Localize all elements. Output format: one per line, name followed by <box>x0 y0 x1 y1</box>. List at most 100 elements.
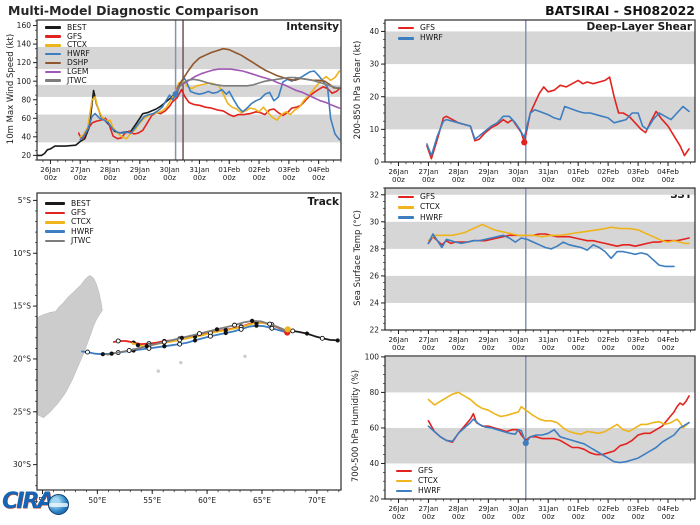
island <box>243 354 247 358</box>
x-tick-date: 04Feb <box>657 167 679 176</box>
track-fix-00z <box>304 331 310 336</box>
legend-swatch-BEST <box>45 26 61 29</box>
x-tick-hour: 00z <box>542 343 555 352</box>
rh-series-HWRF <box>427 418 690 464</box>
x-tick-date: 28Jan <box>448 335 468 344</box>
legend-label: GFS <box>67 31 82 41</box>
x-tick-hour: 00z <box>482 175 495 184</box>
track-fix-12z <box>232 322 237 328</box>
intensity-series-LGEM <box>176 68 341 109</box>
x-tick-date: 28Jan <box>448 167 468 176</box>
plot-border <box>384 187 696 331</box>
lat-tick-label: 5°S <box>18 196 32 205</box>
x-tick-hour: 00z <box>632 512 645 521</box>
y-tick-label: 100 <box>365 352 380 361</box>
track-series-JTWC <box>106 320 289 356</box>
intensity-plot: 2040608010012014016026Jan00z27Jan00z28Ja… <box>17 19 342 182</box>
y-tick-label: 80 <box>21 95 31 104</box>
highlight-dot <box>172 91 179 98</box>
x-tick-date: 26Jan <box>40 165 60 174</box>
shaded-band <box>37 46 341 70</box>
x-tick-date: 30Jan <box>508 335 528 344</box>
legend-swatch-HWRF <box>398 216 414 219</box>
y-tick-label: 80 <box>369 388 379 397</box>
y-tick-label: 40 <box>369 459 379 468</box>
lat-tick-label: 10°S <box>13 249 31 258</box>
x-tick-hour: 00z <box>512 343 525 352</box>
sst-ylabel: Sea Surface Temp (°C) <box>353 210 363 306</box>
y-tick-label: 22 <box>369 326 379 335</box>
x-tick-hour: 00z <box>193 173 206 182</box>
x-tick-hour: 00z <box>632 343 645 352</box>
shaded-band <box>385 96 695 130</box>
track-fix-00z <box>179 335 184 340</box>
rh-series-CTCX <box>427 391 690 435</box>
x-tick-date: 29Jan <box>130 165 150 174</box>
track-fix-00z <box>223 330 228 336</box>
shear-series-HWRF <box>426 105 690 157</box>
shear-panel-title: Deep-Layer Shear <box>586 21 692 33</box>
x-tick-hour: 00z <box>662 175 675 184</box>
x-tick-date: 31Jan <box>538 335 558 344</box>
legend-swatch-HWRF <box>398 36 414 40</box>
x-tick-hour: 00z <box>452 512 465 521</box>
y-tick-label: 32 <box>369 190 379 199</box>
shear-legend: GFS HWRF <box>398 23 443 43</box>
legend-swatch-BEST <box>45 202 65 205</box>
highlight-dot <box>284 326 291 333</box>
legend-swatch-DSHP <box>45 61 61 65</box>
intensity-panel-title: Intensity <box>286 21 339 33</box>
cira-logo: CIRA <box>2 488 70 515</box>
y-tick-label: 20 <box>369 495 379 504</box>
legend-swatch-LGEM <box>45 70 61 74</box>
legend-item-CTCX: CTCX <box>398 202 443 212</box>
intensity-legend: BEST GFS CTCX HWRF DSHP LGEM JTWC <box>45 23 90 85</box>
x-tick-hour: 00z <box>512 512 525 521</box>
legend-label: HWRF <box>71 226 94 236</box>
x-tick-date: 30Jan <box>508 504 528 513</box>
legend-label: DSHP <box>67 58 88 68</box>
legend-swatch-JTWC <box>45 239 65 243</box>
x-tick-date: 03Feb <box>627 335 649 344</box>
track-fix-12z <box>196 331 202 337</box>
track-fix-00z <box>144 344 149 349</box>
track-fix-12z <box>177 341 183 347</box>
legend-label: CTCX <box>420 202 440 212</box>
sst-series-HWRF <box>427 233 675 268</box>
x-tick-hour: 00z <box>602 175 615 184</box>
track-fix-00z <box>254 323 259 328</box>
x-tick-date: 27Jan <box>418 335 438 344</box>
x-tick-hour: 00z <box>282 173 295 182</box>
x-tick-date: 04Feb <box>308 165 330 174</box>
y-tick-label: 20 <box>21 151 31 160</box>
legend-item-BEST: BEST <box>45 23 90 32</box>
lon-tick-label: 55°E <box>143 496 161 505</box>
plot-border <box>36 192 342 491</box>
legend-swatch-GFS <box>398 26 414 30</box>
legend-label: JTWC <box>71 236 91 246</box>
cira-logo-text: CIRA <box>2 489 54 514</box>
track-fix-12z <box>115 338 121 344</box>
legend-item-CTCX: CTCX <box>396 476 441 486</box>
y-tick-label: 100 <box>17 77 32 86</box>
lat-tick-label: 20°S <box>13 355 31 364</box>
x-tick-date: 27Jan <box>418 167 438 176</box>
x-tick-hour: 00z <box>392 512 405 521</box>
x-tick-date: 27Jan <box>70 165 90 174</box>
x-tick-hour: 00z <box>74 173 87 182</box>
x-tick-hour: 00z <box>512 175 525 184</box>
legend-swatch-CTCX <box>45 43 61 47</box>
legend-swatch-CTCX <box>396 479 412 483</box>
track-legend: BEST GFS CTCX HWRF JTWC <box>45 199 94 245</box>
rh-ylabel: 700-500 hPa Humidity (%) <box>351 369 361 483</box>
legend-item-HWRF: HWRF <box>398 33 443 43</box>
shaded-band <box>385 275 695 303</box>
track-fix-12z <box>290 328 296 334</box>
legend-label: GFS <box>420 23 435 33</box>
x-tick-hour: 00z <box>542 512 555 521</box>
highlight-dot <box>522 439 529 447</box>
x-tick-date: 28Jan <box>448 504 468 513</box>
rh-plot: 2040608010026Jan00z27Jan00z28Jan00z29Jan… <box>365 352 696 521</box>
legend-swatch-GFS <box>45 211 65 215</box>
x-tick-hour: 00z <box>662 343 675 352</box>
